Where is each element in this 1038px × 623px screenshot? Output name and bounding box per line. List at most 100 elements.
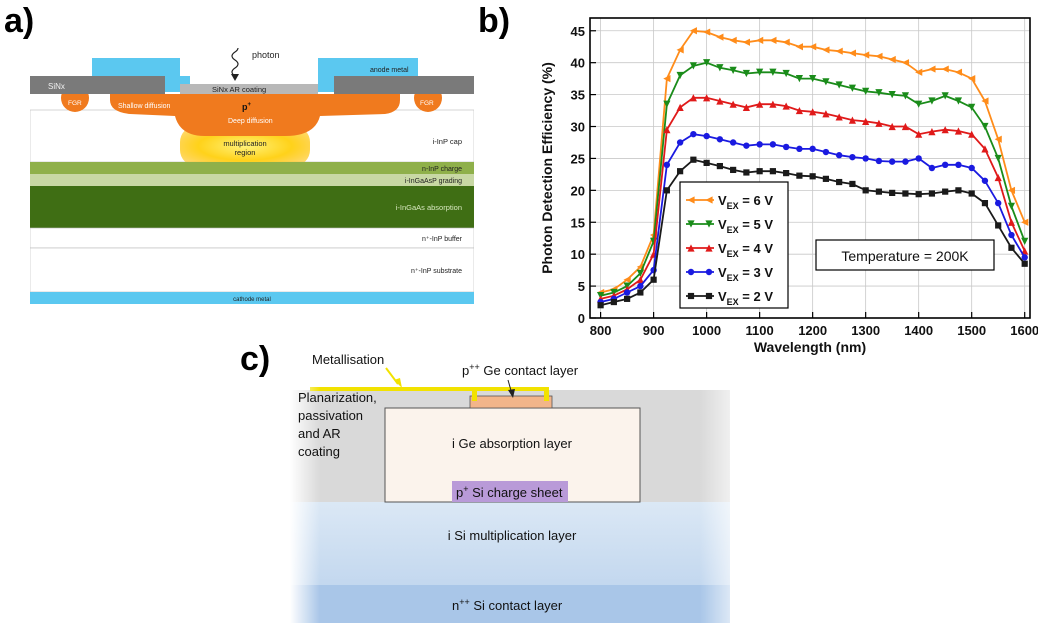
y-tick-label: 40 (571, 56, 585, 71)
data-point (941, 126, 949, 134)
panel-label-c: c) (240, 340, 271, 378)
data-point (743, 142, 750, 149)
data-point (889, 189, 896, 196)
multiplication-label-2: region (235, 148, 256, 157)
data-point (835, 47, 843, 55)
data-point (689, 62, 697, 70)
si-contact-layer (290, 585, 730, 623)
legend-marker (687, 292, 695, 300)
legend-item: VEX = 4 V (686, 241, 773, 259)
photon-wave-icon (231, 48, 239, 77)
legend-label: VEX = 3 V (718, 265, 773, 283)
data-point (875, 119, 883, 127)
photon-arrow-icon (231, 74, 239, 81)
data-point (783, 170, 790, 177)
chart-legend: VEX = 6 V VEX = 5 V VEX = 4 V VEX = 3 V VEX … (679, 181, 789, 309)
series-5 (597, 156, 1028, 309)
data-point (848, 49, 857, 57)
p-plus-label: p+ (242, 102, 252, 112)
legend-marker (687, 220, 695, 228)
data-point (636, 276, 644, 284)
data-point (769, 100, 777, 108)
data-point (690, 156, 697, 163)
y-tick-label: 25 (571, 151, 585, 166)
legend-marker (705, 196, 713, 204)
data-point (875, 89, 883, 97)
data-point (968, 190, 975, 197)
data-point (716, 162, 723, 170)
data-point (637, 282, 644, 290)
data-point (901, 59, 910, 67)
x-tick-label: 1600 (1010, 323, 1038, 338)
data-point (902, 158, 909, 165)
data-point (862, 87, 870, 96)
data-point (623, 289, 631, 296)
data-point (809, 108, 817, 116)
legend-marker (705, 220, 713, 228)
data-point (796, 172, 803, 179)
data-point (716, 97, 724, 105)
substrate-layer (30, 247, 474, 293)
data-point (729, 66, 737, 74)
data-point (703, 132, 710, 140)
data-point (756, 36, 764, 44)
series-4 (597, 130, 1028, 306)
data-point (875, 52, 883, 60)
grading-label: i-InGaAsP grading (405, 178, 462, 185)
data-point (782, 143, 790, 151)
chart-series (597, 27, 1029, 309)
data-point (848, 84, 857, 92)
data-point (650, 276, 657, 283)
data-point (862, 155, 869, 162)
anode-metal-label: anode metal (370, 67, 409, 74)
data-point (915, 68, 923, 76)
data-point (703, 59, 711, 67)
legend-item: VEX = 6 V (686, 193, 773, 211)
data-point (677, 168, 684, 175)
data-point (915, 130, 923, 138)
data-point (981, 122, 989, 131)
data-point (901, 92, 910, 100)
panel-c-diagram: Metallisation p++ Ge contact layer Plana… (290, 352, 750, 623)
data-point (742, 103, 750, 111)
data-point (928, 65, 936, 73)
data-point (676, 103, 684, 111)
data-point (703, 28, 711, 36)
data-point (928, 190, 936, 197)
data-point (1007, 202, 1016, 210)
data-point (729, 139, 737, 146)
inp-charge-label: n-InP charge (422, 166, 462, 173)
grading-layer (30, 174, 474, 186)
data-point (954, 127, 963, 135)
absorption-layer (30, 186, 474, 228)
photon-label: photon (252, 50, 280, 60)
data-point (902, 190, 909, 197)
y-tick-label: 45 (571, 24, 585, 39)
legend-marker (705, 292, 713, 300)
data-point (1021, 254, 1028, 261)
data-point (928, 164, 936, 172)
data-point (981, 177, 989, 184)
buffer-layer (30, 227, 474, 249)
data-point (995, 222, 1002, 229)
x-tick-label: 1200 (798, 323, 827, 338)
data-point (955, 187, 962, 194)
y-axis-label: Photon Detection Efficiency (%) (539, 62, 555, 274)
metallisation-contact-left (472, 387, 477, 401)
chart-grid (590, 18, 1030, 319)
data-point (968, 130, 976, 138)
data-point (689, 27, 697, 35)
inp-charge-layer (30, 162, 474, 174)
substrate-label: n⁺-InP substrate (411, 268, 462, 275)
data-point (901, 122, 910, 131)
fgr-left-label: FGR (68, 100, 82, 107)
data-point (1007, 218, 1016, 226)
data-point (795, 106, 803, 115)
legend-marker (705, 244, 713, 252)
data-point (941, 92, 949, 100)
x-axis-label: Wavelength (nm) (754, 339, 866, 355)
data-point (663, 100, 671, 108)
data-point (862, 187, 869, 194)
legend-label: VEX = 5 V (718, 217, 773, 235)
data-point (915, 100, 923, 108)
